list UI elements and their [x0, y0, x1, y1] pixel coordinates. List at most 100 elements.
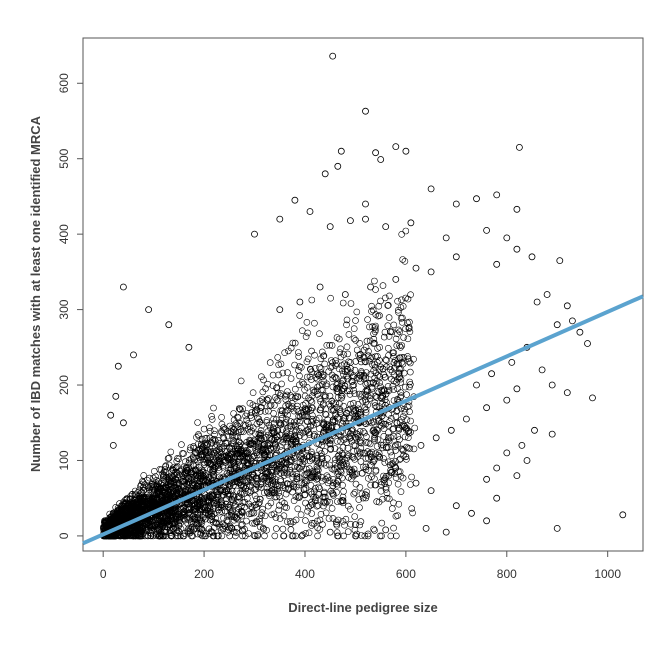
data-point	[374, 452, 382, 459]
data-point	[219, 433, 227, 441]
data-point	[174, 463, 181, 470]
data-point	[402, 453, 410, 461]
data-point	[260, 435, 268, 443]
data-point	[220, 424, 227, 431]
data-point	[237, 489, 244, 497]
data-point	[280, 435, 288, 443]
data-point	[244, 448, 252, 456]
data-point	[256, 418, 264, 426]
data-point	[399, 256, 407, 263]
data-point	[270, 428, 278, 435]
data-point	[388, 375, 395, 383]
data-point	[165, 454, 173, 462]
data-point	[263, 526, 270, 534]
data-point	[273, 384, 281, 391]
y-tick-label: 600	[57, 73, 71, 93]
data-point	[258, 421, 266, 429]
data-point	[293, 470, 301, 478]
data-point	[360, 449, 367, 457]
data-point	[172, 524, 180, 531]
data-point	[154, 528, 161, 535]
data-point	[180, 482, 187, 490]
data-point	[372, 481, 380, 489]
data-point	[380, 455, 387, 462]
data-point	[167, 511, 175, 519]
data-point	[317, 386, 325, 394]
data-point	[251, 407, 259, 415]
data-point	[308, 296, 316, 304]
data-point	[308, 519, 316, 527]
data-point	[329, 52, 337, 60]
data-point	[394, 297, 401, 305]
data-point	[244, 425, 252, 433]
data-point	[462, 415, 470, 423]
data-point	[227, 491, 234, 499]
data-point	[337, 468, 345, 476]
data-point	[269, 479, 277, 487]
data-point	[378, 387, 386, 395]
data-point	[404, 427, 412, 435]
data-point	[228, 512, 235, 519]
data-point	[229, 439, 237, 447]
data-point	[289, 532, 297, 540]
data-point	[321, 498, 328, 506]
data-point	[205, 502, 212, 510]
data-point	[284, 411, 291, 419]
data-point	[112, 392, 120, 400]
data-point	[284, 470, 292, 478]
data-point	[326, 341, 334, 349]
data-point	[219, 463, 227, 471]
data-point	[210, 518, 217, 526]
data-point	[361, 491, 369, 498]
data-point	[341, 291, 349, 298]
data-point	[326, 528, 334, 536]
data-point	[249, 424, 257, 432]
data-point	[283, 434, 291, 442]
data-point	[395, 500, 403, 508]
data-point	[205, 492, 213, 500]
data-point	[190, 443, 197, 450]
data-point	[362, 343, 370, 351]
data-point	[382, 390, 390, 398]
data-point	[538, 366, 546, 374]
data-point	[290, 455, 298, 462]
data-point	[374, 387, 382, 395]
data-point	[378, 422, 385, 430]
data-point	[196, 524, 204, 532]
data-point	[306, 457, 314, 465]
data-point	[351, 513, 359, 520]
data-point	[192, 462, 200, 469]
data-point	[331, 445, 339, 452]
data-point	[310, 421, 317, 429]
data-point	[380, 333, 388, 341]
data-point	[296, 363, 303, 370]
data-point	[394, 395, 401, 403]
data-point	[584, 340, 591, 347]
data-point	[308, 455, 316, 463]
data-point	[417, 441, 425, 449]
data-point	[362, 358, 369, 366]
data-point	[395, 308, 402, 316]
data-point	[368, 453, 376, 461]
data-point	[442, 234, 450, 242]
data-point	[279, 484, 287, 492]
data-point	[407, 219, 415, 227]
data-point	[360, 353, 368, 361]
data-point	[321, 448, 329, 455]
data-point	[385, 314, 393, 321]
data-point	[206, 427, 214, 435]
data-point	[295, 412, 303, 420]
data-point	[308, 510, 316, 517]
data-point	[339, 499, 347, 507]
data-point	[173, 471, 181, 479]
data-point	[336, 408, 344, 416]
data-point	[381, 328, 389, 336]
data-point	[302, 333, 310, 341]
data-point	[235, 428, 243, 436]
data-point	[120, 283, 127, 291]
data-point	[356, 437, 364, 444]
data-point	[332, 410, 340, 418]
data-point	[320, 488, 328, 496]
data-point	[335, 335, 343, 343]
data-point	[257, 429, 264, 437]
